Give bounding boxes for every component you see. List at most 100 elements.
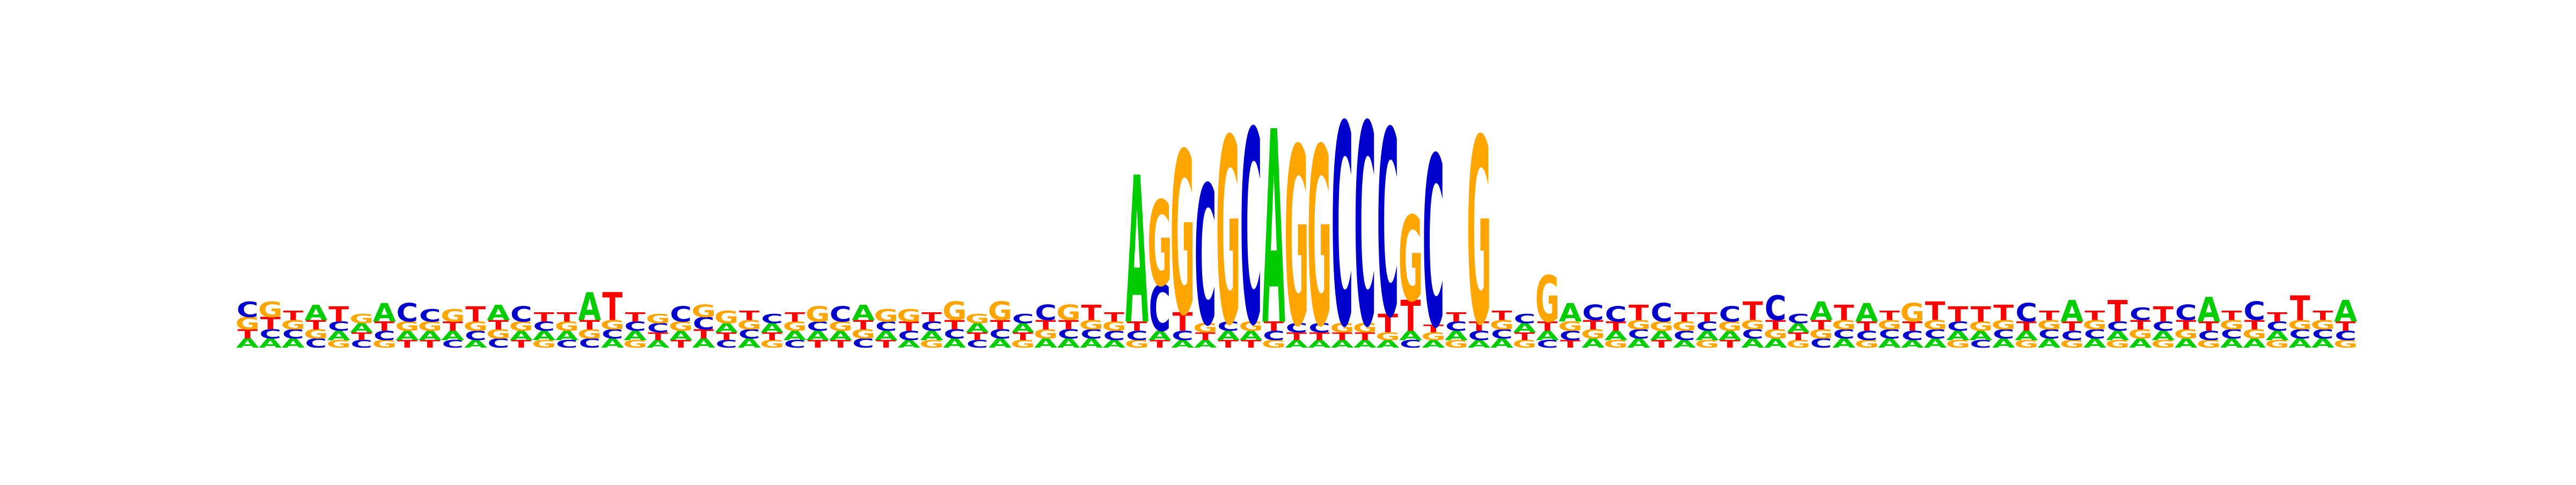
logo-letter-A-pos-48: A xyxy=(1308,337,1331,350)
logo-letter-G-pos-58: G xyxy=(1535,262,1560,336)
logo-letter-G-pos-66: G xyxy=(1718,319,1743,334)
logo-stacks: ATGCACTGACGTCGTAGACTCTAGGCTATAGCTAGCCATG… xyxy=(235,68,2358,389)
logo-letter-C-pos-25: C xyxy=(784,337,806,350)
logo-letter-T-pos-71: T xyxy=(1834,301,1854,326)
logo-letter-A-pos-64: A xyxy=(1673,337,1696,350)
logo-letter-C-pos-74: C xyxy=(1901,328,1923,343)
logo-letter-A-pos-2: A xyxy=(259,336,282,351)
logo-letter-T-pos-14: T xyxy=(534,310,554,325)
logo-letter-A-pos-86: A xyxy=(2175,336,2198,351)
logo-letter-A-pos-67: A xyxy=(1741,336,1764,351)
logo-letter-A-pos-8: A xyxy=(396,328,419,343)
logo-letter-A-pos-89: A xyxy=(2243,336,2266,351)
logo-letter-T-pos-80: T xyxy=(2039,308,2059,324)
logo-letter-G-pos-8: G xyxy=(395,319,420,334)
logo-letter-C-pos-29: C xyxy=(875,319,897,334)
logo-letter-G-pos-13: G xyxy=(509,319,533,334)
logo-letter-A-pos-74: A xyxy=(1901,337,1924,350)
logo-letter-A-pos-79: A xyxy=(2015,328,2038,343)
logo-letter-C-pos-86: C xyxy=(2175,301,2197,326)
logo-letter-G-pos-18: G xyxy=(623,337,648,350)
logo-letter-G-pos-51: G xyxy=(1375,330,1400,342)
logo-letter-A-pos-61: A xyxy=(1604,328,1627,343)
logo-letter-A-pos-41: A xyxy=(1148,328,1172,343)
logo-letter-G-pos-24: G xyxy=(760,337,785,350)
logo-letter-T-pos-72: T xyxy=(1856,319,1877,334)
logo-letter-G-pos-16: G xyxy=(577,327,602,342)
logo-letter-G-pos-64: G xyxy=(1672,319,1697,334)
logo-letter-G-pos-28: G xyxy=(851,327,876,342)
logo-letter-G-pos-6: G xyxy=(349,312,374,327)
logo-letter-C-pos-82: C xyxy=(2084,327,2106,342)
logo-letter-A-pos-23: A xyxy=(738,336,761,351)
logo-letter-C-pos-90: C xyxy=(2266,319,2288,334)
logo-letter-A-pos-77: A xyxy=(1969,328,1992,343)
logo-letter-A-pos-56: A xyxy=(1490,336,1513,351)
logo-letter-T-pos-30: T xyxy=(899,319,919,334)
logo-letter-T-pos-3: T xyxy=(283,308,303,324)
logo-letter-T-pos-11: T xyxy=(465,302,486,327)
logo-letter-T-pos-53: T xyxy=(1423,322,1444,335)
logo-letter-A-pos-57: A xyxy=(1513,321,1536,336)
logo-letter-C-pos-20: C xyxy=(670,302,692,327)
logo-letter-A-pos-45: A xyxy=(1240,328,1263,343)
logo-letter-A-pos-88: A xyxy=(2220,336,2243,351)
logo-letter-C-pos-89: C xyxy=(2243,297,2265,326)
logo-letter-G-pos-1: G xyxy=(235,313,260,333)
logo-letter-A-pos-24: A xyxy=(760,321,784,336)
logo-letter-T-pos-84: T xyxy=(2130,318,2150,333)
logo-letter-T-pos-45: T xyxy=(1241,337,1262,350)
logo-letter-T-pos-29: T xyxy=(876,337,897,350)
logo-letter-G-pos-69: G xyxy=(1786,337,1811,350)
logo-letter-A-pos-55: A xyxy=(1467,337,1491,350)
logo-letter-G-pos-65: G xyxy=(1695,337,1719,350)
logo-letter-T-pos-31: T xyxy=(921,310,942,325)
logo-letter-A-pos-72: A xyxy=(1855,298,1878,328)
logo-letter-T-pos-19: T xyxy=(648,330,669,342)
logo-letter-G-pos-31: G xyxy=(919,337,944,350)
logo-letter-G-pos-45: G xyxy=(1239,319,1263,334)
logo-letter-C-pos-79: C xyxy=(2015,298,2037,328)
logo-letter-G-pos-40: G xyxy=(1125,337,1150,350)
logo-letter-T-pos-23: T xyxy=(739,308,759,324)
logo-letter-T-pos-91: T xyxy=(2290,289,2310,328)
logo-letter-T-pos-65: T xyxy=(1697,310,1717,325)
logo-letter-T-pos-35: T xyxy=(1013,330,1034,342)
logo-letter-T-pos-57: T xyxy=(1514,330,1535,342)
logo-letter-C-pos-63: C xyxy=(1651,298,1673,328)
logo-letter-C-pos-26: C xyxy=(807,319,829,334)
logo-letter-T-pos-44: T xyxy=(1218,337,1239,350)
logo-letter-G-pos-88: G xyxy=(2220,318,2244,333)
logo-letter-T-pos-17: T xyxy=(602,285,623,330)
logo-letter-A-pos-33: A xyxy=(966,321,989,336)
logo-letter-C-pos-44: C xyxy=(1217,319,1239,334)
logo-letter-C-pos-40: C xyxy=(1126,328,1148,343)
logo-letter-A-pos-34: A xyxy=(989,336,1012,351)
logo-letter-T-pos-77: T xyxy=(1971,302,1991,327)
logo-letter-A-pos-91: A xyxy=(2288,336,2311,351)
logo-letter-G-pos-79: G xyxy=(2014,337,2039,350)
logo-letter-C-pos-70: C xyxy=(1810,336,1832,351)
logo-letter-G-pos-15: G xyxy=(554,319,579,334)
logo-letter-G-pos-26: G xyxy=(806,302,830,327)
logo-letter-C-pos-38: C xyxy=(1080,327,1102,342)
logo-letter-A-pos-31: A xyxy=(920,328,943,343)
logo-letter-C-pos-17: C xyxy=(602,327,624,342)
logo-letter-G-pos-27: G xyxy=(828,319,853,334)
logo-letter-A-pos-49: A xyxy=(1331,337,1355,350)
logo-letter-G-pos-83: G xyxy=(2105,337,2130,350)
logo-letter-C-pos-13: C xyxy=(510,302,532,327)
logo-letter-C-pos-19: C xyxy=(647,321,669,336)
logo-letter-C-pos-54: C xyxy=(1445,319,1467,334)
logo-letter-C-pos-41: C xyxy=(1149,271,1171,346)
logo-letter-C-pos-34: C xyxy=(989,327,1011,342)
logo-letter-C-pos-80: C xyxy=(2038,327,2060,342)
logo-letter-A-pos-92: A xyxy=(2311,336,2334,351)
logo-letter-A-pos-29: A xyxy=(875,328,898,343)
logo-letter-G-pos-75: G xyxy=(1923,318,1948,333)
logo-letter-G-pos-50: G xyxy=(1353,321,1378,336)
logo-letter-G-pos-33: G xyxy=(965,312,990,327)
logo-letter-G-pos-73: G xyxy=(1877,318,1902,333)
logo-letter-G-pos-22: G xyxy=(714,307,739,327)
logo-letter-T-pos-64: T xyxy=(1674,310,1694,325)
